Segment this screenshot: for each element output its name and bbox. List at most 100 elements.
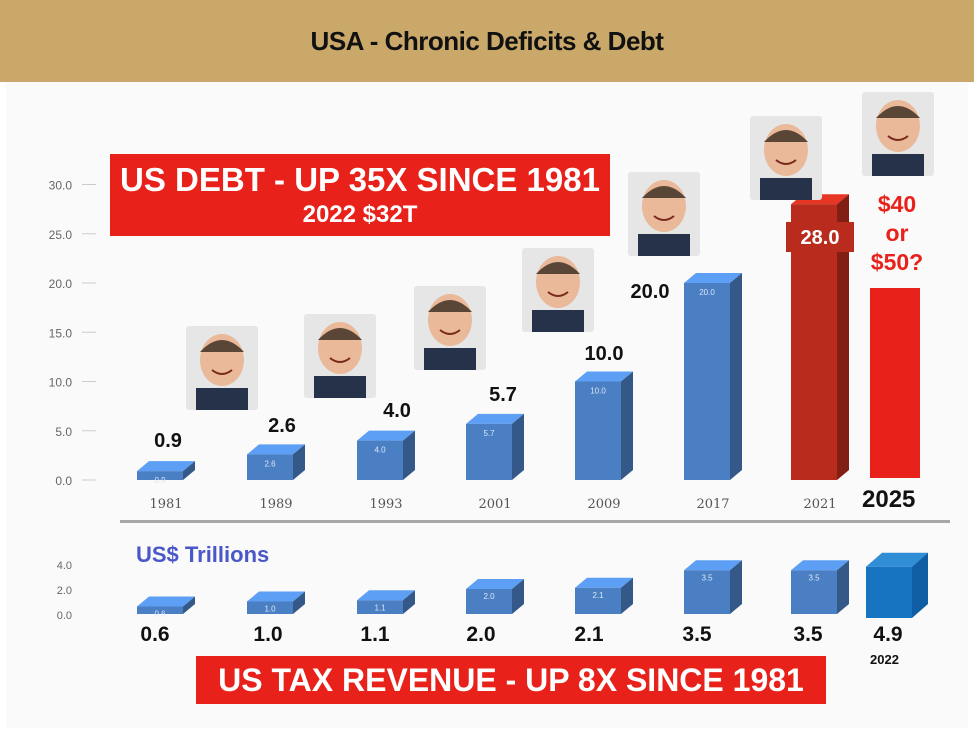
debt-title: US DEBT - UP 35X SINCE 1981	[120, 161, 600, 198]
debt-bar-label: 4.0	[374, 446, 386, 455]
debt-ytick-label: 0.0	[55, 474, 72, 488]
tax-value-label: 0.6	[140, 623, 169, 646]
debt-bar-top	[575, 371, 633, 382]
projection-line-3: $50?	[870, 249, 924, 275]
debt-bar-label: 0.9	[154, 476, 166, 485]
tax-bar-side	[512, 579, 524, 614]
tax-value-label: 3.5	[793, 623, 823, 646]
debt-bar	[684, 283, 730, 480]
debt-bar-top	[357, 430, 415, 441]
tax-bar-label: 3.5	[701, 573, 713, 582]
tax-bar	[791, 570, 837, 614]
debt-ytick-label: 30.0	[49, 179, 73, 193]
debt-value-label: 2.6	[268, 415, 296, 437]
caricature-icon	[862, 92, 934, 176]
tax-bar	[247, 601, 293, 614]
caricature-icon	[628, 172, 700, 256]
debt-subtitle: 2022 $32T	[302, 201, 418, 228]
page-title: USA - Chronic Deficits & Debt	[310, 25, 664, 56]
debt-bar-top	[684, 273, 742, 283]
tax-value-label: 2.0	[466, 623, 495, 646]
tax-bar-label: 1.0	[264, 605, 276, 614]
tax-bar-label: 1.1	[374, 603, 386, 612]
tax-value-label: 4.9	[873, 623, 902, 646]
debt-value-label: 20.0	[631, 281, 670, 303]
portrait-icon	[414, 286, 486, 370]
debt-value-label: 5.7	[489, 384, 517, 406]
tax-bar-top	[247, 591, 305, 602]
debt-bar	[466, 423, 512, 480]
tax-bar	[357, 600, 403, 614]
debt-projection-bar	[870, 288, 920, 478]
unit-label: US$ Trillions	[136, 542, 270, 567]
debt-ytick-label: 5.0	[55, 425, 72, 439]
tax-value-label: 1.1	[360, 623, 390, 646]
tax-bar-2022-side	[912, 552, 928, 618]
tax-bar	[684, 570, 730, 614]
tax-bar-label: 2.1	[592, 591, 604, 600]
projection-line-1: $40	[877, 191, 917, 217]
debt-bar-label: 20.0	[699, 288, 715, 297]
tax-bar-top	[137, 596, 195, 607]
tax-bar	[137, 606, 183, 614]
tax-bar-label: 0.6	[154, 610, 166, 619]
tax-2022-year-label: 2022	[870, 652, 899, 667]
tax-ytick-label: 2.0	[57, 585, 72, 597]
tax-ytick-label: 4.0	[57, 560, 72, 572]
tax-title: US TAX REVENUE - UP 8X SINCE 1981	[218, 662, 804, 698]
debt-title-box: US DEBT - UP 35X SINCE 1981 2022 $32T	[110, 154, 610, 236]
tax-bar-top	[684, 560, 742, 571]
caricature-icon	[750, 116, 822, 200]
debt-value-label: 0.9	[154, 430, 182, 452]
tax-bar-side	[621, 577, 633, 614]
debt-category-label: 2021	[803, 497, 836, 512]
tax-bar-side	[183, 596, 195, 614]
tax-bar-label: 2.0	[483, 592, 495, 601]
tax-bar-top	[791, 560, 849, 571]
tax-bar-side	[293, 591, 305, 614]
debt-bar	[357, 440, 403, 480]
portrait-icon	[304, 314, 376, 398]
debt-bar-top	[247, 444, 305, 455]
tax-bar-top	[357, 590, 415, 601]
debt-bar	[137, 471, 183, 480]
debt-bar-top	[137, 461, 195, 472]
debt-bar	[247, 454, 293, 480]
projection-year-label: 2025	[862, 486, 916, 513]
debt-bar-label: 5.7	[483, 429, 495, 438]
debt-category-label: 1993	[369, 497, 402, 512]
tax-bar-label: 3.5	[808, 573, 820, 582]
header-bar: USA - Chronic Deficits & Debt	[0, 0, 974, 82]
debt-bar-side	[183, 461, 195, 480]
tax-bar-2022	[866, 566, 912, 618]
projection-label: $40 or $50?	[868, 190, 926, 277]
tax-bar-side	[730, 560, 742, 614]
debt-bar	[575, 381, 621, 480]
debt-ytick-label: 10.0	[49, 376, 73, 390]
debt-ytick-label: 20.0	[49, 277, 73, 291]
tax-bar-top	[466, 579, 524, 589]
debt-value-label-bg	[786, 222, 854, 252]
debt-ytick-label: 15.0	[49, 326, 73, 340]
debt-bar-side	[293, 444, 305, 480]
debt-bar-side	[403, 430, 415, 480]
debt-bar-top	[466, 413, 524, 424]
tax-title-box: US TAX REVENUE - UP 8X SINCE 1981	[196, 656, 826, 704]
tax-bar	[575, 587, 621, 614]
debt-value-label: 4.0	[383, 400, 411, 422]
debt-category-label: 2001	[478, 497, 511, 512]
debt-bar-side	[730, 273, 742, 480]
tax-value-label: 1.0	[253, 623, 282, 646]
tax-value-label: 2.1	[574, 623, 604, 646]
tax-bar-top	[575, 577, 633, 588]
debt-category-label: 2017	[696, 497, 729, 512]
tax-bar	[466, 589, 512, 614]
debt-category-label: 1989	[259, 497, 292, 512]
debt-value-label: 10.0	[585, 343, 624, 365]
tax-value-label: 3.5	[682, 623, 712, 646]
caricature-icon	[186, 326, 258, 410]
portrait-icon	[522, 248, 594, 332]
debt-category-label: 2009	[587, 497, 620, 512]
tax-bar-side	[403, 590, 415, 614]
